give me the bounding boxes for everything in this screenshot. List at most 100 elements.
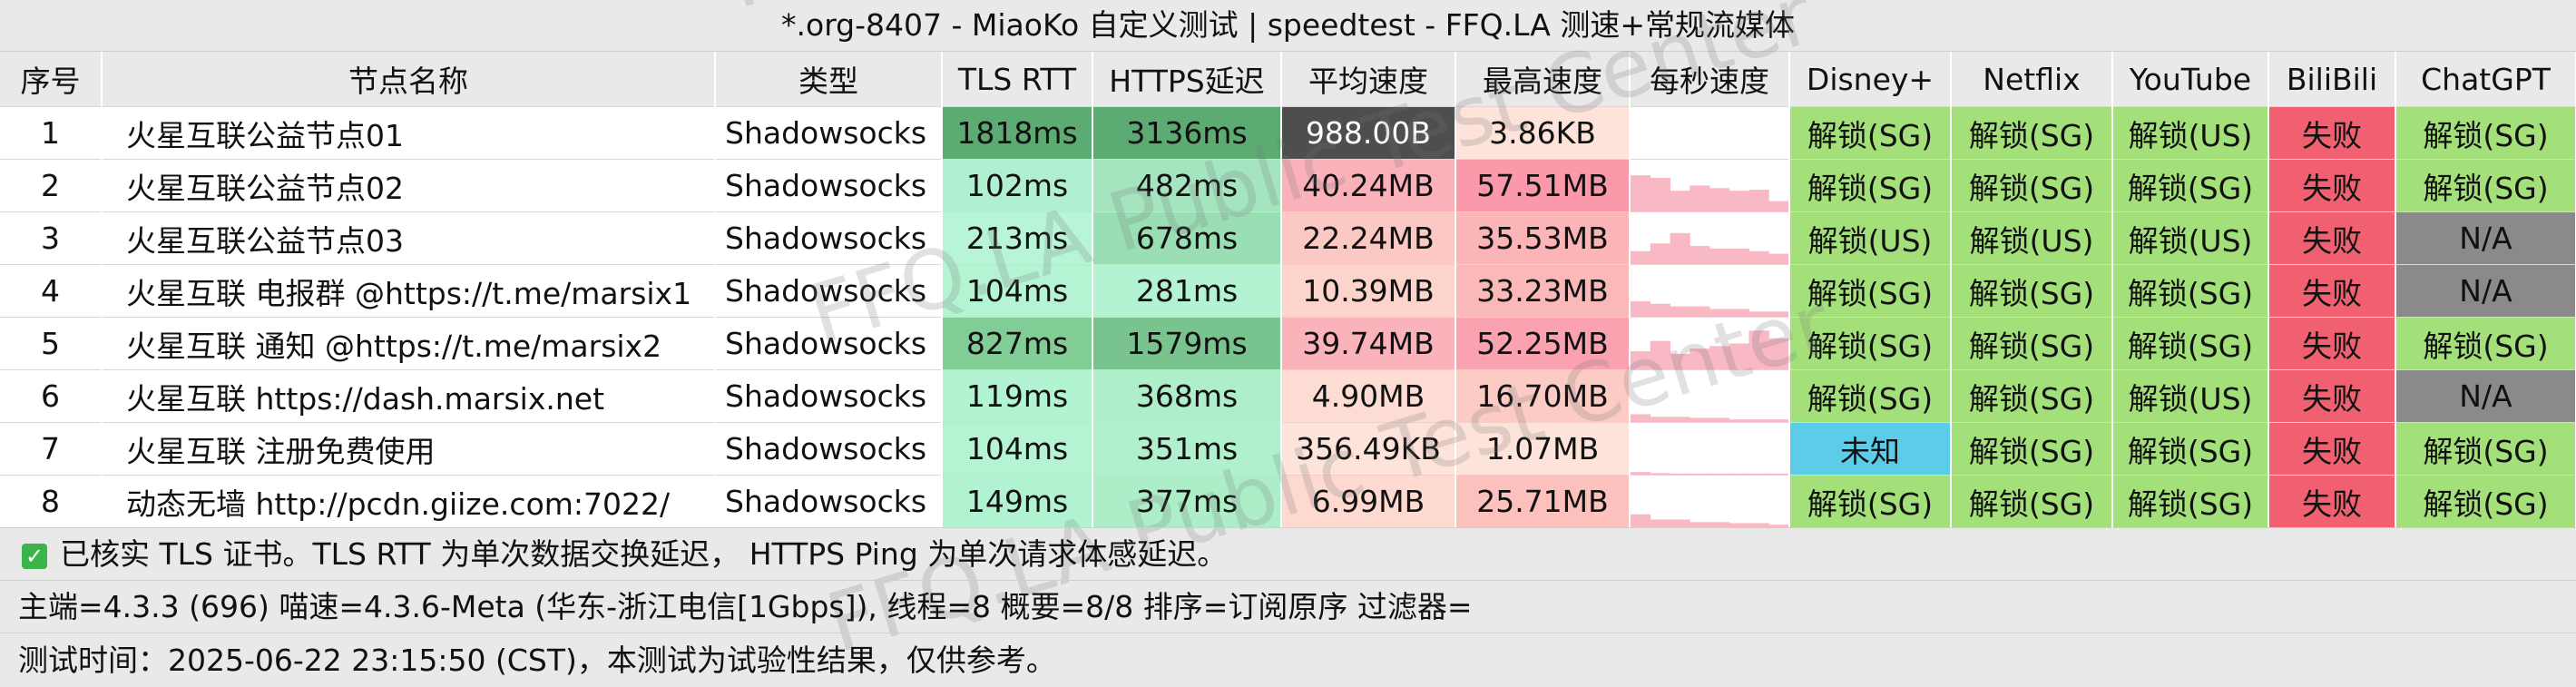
disney-status: 解锁(SG) <box>1789 369 1952 423</box>
sparkline-bar <box>1631 472 1651 475</box>
netflix-status: 解锁(SG) <box>1951 264 2113 318</box>
per-second-speed-sparkline <box>1630 317 1790 370</box>
chatgpt-status: N/A <box>2395 211 2576 265</box>
netflix-status: 解锁(SG) <box>1951 369 2113 423</box>
max-speed: 33.23MB <box>1455 264 1631 318</box>
sparkline-bar <box>1709 522 1730 527</box>
per-second-speed-sparkline <box>1630 211 1790 265</box>
node-type: Shadowsocks <box>715 159 943 212</box>
col-header-type[interactable]: 类型 <box>715 52 943 107</box>
sparkline-bar <box>1690 473 1710 475</box>
col-header-bilibili[interactable]: BiliBili <box>2268 52 2396 107</box>
youtube-status: 解锁(SG) <box>2112 264 2269 318</box>
disney-status: 解锁(SG) <box>1789 264 1952 318</box>
sparkline-bar <box>1748 330 1769 369</box>
sparkline-bar <box>1650 473 1670 475</box>
max-speed: 35.53MB <box>1455 211 1631 265</box>
tls-rtt: 104ms <box>942 264 1093 318</box>
node-type: Shadowsocks <box>715 106 943 160</box>
col-header-node-name[interactable]: 节点名称 <box>102 52 716 107</box>
row-index: 3 <box>0 211 103 265</box>
sparkline-bar <box>1729 473 1749 475</box>
chatgpt-status: 解锁(SG) <box>2395 159 2576 212</box>
max-speed: 25.71MB <box>1455 475 1631 528</box>
col-header-netflix[interactable]: Netflix <box>1951 52 2113 107</box>
https-latency: 1579ms <box>1092 317 1282 370</box>
col-header-per-second-speed[interactable]: 每秒速度 <box>1630 52 1790 107</box>
avg-speed: 356.49KB <box>1281 422 1456 476</box>
disney-status: 解锁(SG) <box>1789 475 1952 528</box>
netflix-status: 解锁(SG) <box>1951 106 2113 160</box>
node-type: Shadowsocks <box>715 475 943 528</box>
table-row[interactable]: 8 动态无墙 http://pcdn.giize.com:7022/Shadows… <box>0 475 2576 528</box>
tls-rtt: 149ms <box>942 475 1093 528</box>
max-speed: 1.07MB <box>1455 422 1631 476</box>
table-row[interactable]: 5 火星互联 通知 @https://t.me/marsix2 Shadowsock… <box>0 317 2576 370</box>
node-name: 火星互联 https://dash.marsix.net <box>102 369 716 423</box>
table-row[interactable]: 1 火星互联公益节点01 Shadowsocks 1818ms 3136ms 988.00… <box>0 106 2576 160</box>
netflix-status: 解锁(SG) <box>1951 317 2113 370</box>
col-header-disney[interactable]: Disney+ <box>1789 52 1952 107</box>
table-row[interactable]: 7 火星互联 注册免费使用 Shadowsocks 104ms 351ms 356.49K… <box>0 422 2576 476</box>
bilibili-status: 失败 <box>2268 317 2396 370</box>
sparkline-bar <box>1709 473 1730 475</box>
disney-status: 解锁(SG) <box>1789 106 1952 160</box>
sparkline-bar <box>1729 248 1749 264</box>
table-row[interactable]: 2 火星互联公益节点02 Shadowsocks 102ms 482ms 40.24MB 5… <box>0 159 2576 212</box>
sparkline-bar <box>1670 232 1690 264</box>
youtube-status: 解锁(US) <box>2112 369 2269 423</box>
sparkline-bar <box>1650 177 1670 211</box>
chatgpt-status: 解锁(SG) <box>2395 422 2576 476</box>
sparkline-bar <box>1729 343 1749 369</box>
sparkline-bar <box>1729 419 1749 422</box>
avg-speed: 40.24MB <box>1281 159 1456 212</box>
per-second-speed-sparkline <box>1630 264 1790 318</box>
table-row[interactable]: 6 火星互联 https://dash.marsix.net Shadowsocks… <box>0 369 2576 423</box>
sparkline-chart <box>1631 514 1788 527</box>
col-header-https-latency[interactable]: HTTPS延迟 <box>1092 52 1282 107</box>
sparkline-bar <box>1631 514 1651 527</box>
node-name: 动态无墙 http://pcdn.giize.com:7022/ <box>102 475 716 528</box>
node-name: 火星互联公益节点03 <box>102 211 716 265</box>
col-header-tls-rtt[interactable]: TLS RTT <box>942 52 1093 107</box>
sparkline-bar <box>1631 175 1651 211</box>
col-header-youtube[interactable]: YouTube <box>2112 52 2269 107</box>
bilibili-status: 失败 <box>2268 159 2396 212</box>
col-header-chatgpt[interactable]: ChatGPT <box>2395 52 2576 107</box>
chatgpt-status: N/A <box>2395 264 2576 318</box>
https-latency: 678ms <box>1092 211 1282 265</box>
max-speed: 16.70MB <box>1455 369 1631 423</box>
youtube-status: 解锁(US) <box>2112 211 2269 265</box>
sparkline-bar <box>1631 250 1651 264</box>
chatgpt-status: 解锁(SG) <box>2395 106 2576 160</box>
col-header-max-speed[interactable]: 最高速度 <box>1455 52 1631 107</box>
https-latency: 377ms <box>1092 475 1282 528</box>
client-info: 主端=4.3.3 (696) 喵速=4.3.6-Meta (华东-浙江电信[1G… <box>0 580 2576 633</box>
sparkline-bar <box>1650 243 1670 264</box>
sparkline-chart <box>1631 107 1788 159</box>
sparkline-bar <box>1650 340 1670 369</box>
disney-status: 解锁(US) <box>1789 211 1952 265</box>
node-type: Shadowsocks <box>715 211 943 265</box>
netflix-status: 解锁(US) <box>1951 211 2113 265</box>
sparkline-bar <box>1690 246 1710 264</box>
per-second-speed-sparkline <box>1630 422 1790 476</box>
col-header-index[interactable]: 序号 <box>0 52 103 107</box>
node-name: 火星互联公益节点01 <box>102 106 716 160</box>
youtube-status: 解锁(SG) <box>2112 317 2269 370</box>
table-row[interactable]: 3 火星互联公益节点03 Shadowsocks 213ms 678ms 22.24MB 3… <box>0 211 2576 265</box>
bilibili-status: 失败 <box>2268 264 2396 318</box>
sparkline-bar <box>1690 185 1710 211</box>
sparkline-bar <box>1748 419 1769 422</box>
https-latency: 351ms <box>1092 422 1282 476</box>
sparkline-chart <box>1631 472 1788 475</box>
avg-speed: 4.90MB <box>1281 369 1456 423</box>
col-header-avg-speed[interactable]: 平均速度 <box>1281 52 1456 107</box>
bilibili-status: 失败 <box>2268 422 2396 476</box>
sparkline-bar <box>1709 309 1730 317</box>
node-name: 火星互联 电报群 @https://t.me/marsix1 <box>102 264 716 318</box>
sparkline-bar <box>1690 417 1710 422</box>
table-row[interactable]: 4 火星互联 电报群 @https://t.me/marsix1 Shadowsoc… <box>0 264 2576 318</box>
netflix-status: 解锁(SG) <box>1951 159 2113 212</box>
bilibili-status: 失败 <box>2268 211 2396 265</box>
